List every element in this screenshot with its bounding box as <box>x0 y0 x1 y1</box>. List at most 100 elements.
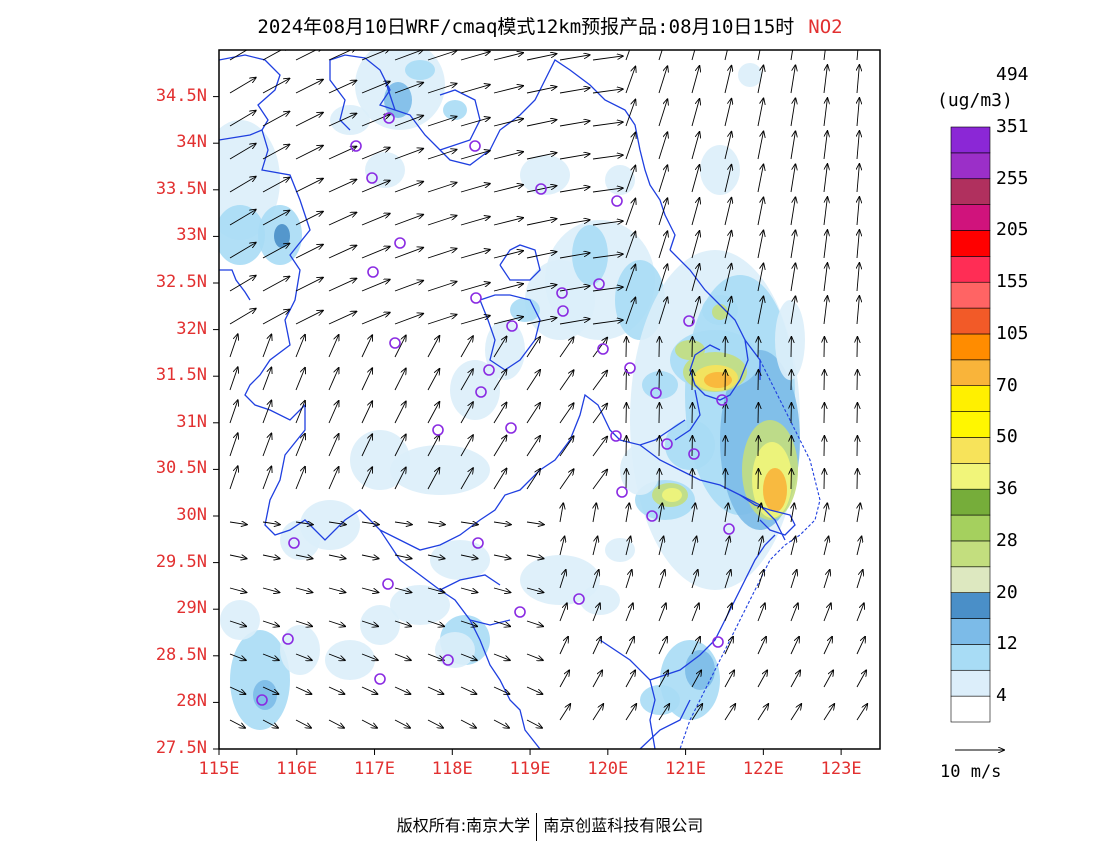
wind-arrow <box>394 653 411 660</box>
wind-arrow <box>592 670 602 688</box>
wind-arrow <box>724 537 730 556</box>
wind-arrow <box>757 570 764 589</box>
wind-arrow <box>361 82 390 94</box>
wind-arrow <box>625 637 634 655</box>
wind-arrow <box>592 704 603 721</box>
wind-arrow <box>229 334 238 358</box>
wind-arrow <box>262 587 279 592</box>
wind-arrow <box>262 335 271 358</box>
wind-arrow <box>460 587 477 592</box>
wind-arrow <box>658 537 664 556</box>
no2-contour-patch <box>325 640 375 680</box>
station-marker <box>366 172 378 184</box>
wind-arrow <box>394 182 423 193</box>
wind-arrow <box>857 131 859 160</box>
province-boundary-line <box>599 639 656 749</box>
wind-arrow <box>262 277 289 292</box>
wind-arrow <box>493 522 511 525</box>
wind-arrow <box>857 296 859 325</box>
wind-arrow <box>625 670 635 688</box>
wind-arrow <box>691 50 696 61</box>
wind-arrow <box>493 403 507 424</box>
wind-arrow <box>493 119 523 127</box>
wind-arrow <box>328 587 345 592</box>
wind-arrow <box>856 637 865 655</box>
wind-arrow <box>361 620 378 626</box>
wind-arrow <box>262 145 289 160</box>
wind-arrow <box>361 247 390 259</box>
station-marker <box>282 633 294 645</box>
wind-arrow <box>526 719 542 728</box>
lat-tick-label: 30N <box>176 505 207 525</box>
station-marker <box>611 195 623 207</box>
wind-arrow <box>724 165 731 193</box>
station-marker <box>470 292 482 304</box>
wind-arrow <box>724 99 731 127</box>
wind-arrow <box>460 52 490 61</box>
legend-color-block <box>950 592 991 619</box>
no2-contour-patch <box>253 680 277 710</box>
wind-arrow <box>658 50 663 61</box>
legend-tick-label: 28 <box>996 529 1018 551</box>
wind-arrow <box>526 620 543 626</box>
wind-arrow <box>790 65 795 94</box>
station-marker <box>469 140 481 152</box>
wind-arrow <box>229 309 256 325</box>
legend-color-block <box>950 152 991 180</box>
province-boundary-line <box>499 244 541 281</box>
wind-arrow <box>427 719 443 728</box>
wind-arrow <box>460 435 473 457</box>
lon-tick-label: 123E <box>820 759 862 779</box>
wind-arrow <box>757 297 763 325</box>
no2-concentration-layer <box>219 50 805 730</box>
wind-arrow <box>460 250 490 259</box>
lon-tick-label: 121E <box>665 759 707 779</box>
wind-arrow <box>526 587 543 592</box>
province-boundary-line <box>329 54 676 251</box>
wind-arrow <box>394 719 410 728</box>
province-boundary-line <box>479 294 541 371</box>
wind-arrow <box>262 522 280 525</box>
wind-arrow <box>361 719 377 728</box>
wind-arrow <box>592 437 607 457</box>
lat-tick-label: 28N <box>176 691 207 712</box>
wind-arrow <box>229 177 256 193</box>
station-marker <box>374 673 386 685</box>
wind-arrow <box>658 637 667 655</box>
wind-arrow <box>625 232 635 259</box>
wind-arrow <box>295 368 305 391</box>
wind-arrow <box>559 670 569 688</box>
wind-arrow <box>758 503 761 523</box>
legend-tick-label: 255 <box>996 167 1029 189</box>
wind-arrow <box>691 231 699 259</box>
wind-arrow <box>229 587 246 592</box>
no2-contour-patch <box>350 430 410 490</box>
wind-arrow <box>460 369 473 391</box>
wind-arrow <box>526 285 556 292</box>
wind-arrow <box>295 653 312 660</box>
wind-arrow <box>824 503 827 523</box>
wind-arrow <box>394 50 423 61</box>
legend-color-block <box>950 307 991 335</box>
legend-color-block <box>950 488 991 516</box>
station-marker <box>383 112 395 124</box>
station-marker <box>712 636 724 648</box>
wind-arrow <box>823 570 830 589</box>
wind-arrow <box>790 98 795 127</box>
wind-arrow <box>559 88 590 94</box>
wind-arrow <box>493 620 510 626</box>
legend-tick-label: 155 <box>996 271 1029 293</box>
wind-arrow <box>625 166 635 193</box>
wind-arrow <box>790 263 795 292</box>
wind-arrow <box>229 210 256 226</box>
wind-arrow <box>361 214 390 226</box>
wind-arrow <box>229 111 256 127</box>
wind-arrow <box>659 503 662 523</box>
wind-arrow <box>526 153 556 160</box>
wind-arrow <box>460 402 473 424</box>
wind-arrow <box>790 230 795 259</box>
wind-arrow <box>460 620 477 626</box>
station-marker <box>288 537 300 549</box>
station-marker <box>556 287 568 299</box>
wind-arrow <box>625 537 631 556</box>
